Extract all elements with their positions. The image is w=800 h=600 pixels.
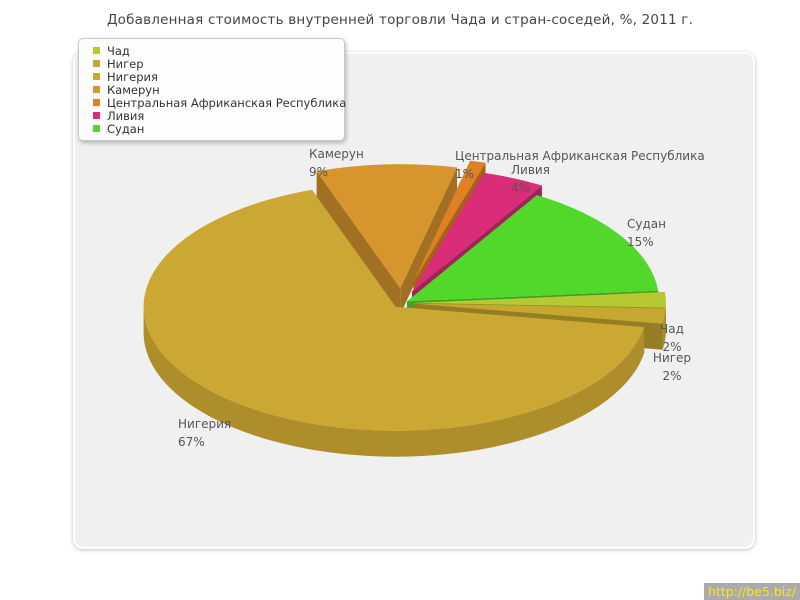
slice-label-percent: 4% (511, 181, 530, 195)
pie-slice-Судан[interactable] (407, 195, 659, 302)
legend-label: Нигерия (107, 69, 158, 84)
pie-slice-Ливия[interactable] (412, 172, 542, 292)
legend-item[interactable]: Чад (93, 43, 344, 58)
legend-item[interactable]: Судан (93, 121, 344, 136)
slice-label-percent: 9% (309, 165, 328, 179)
legend-box: Чад Нигер Нигерия Камерун Центральная Африка… (78, 38, 347, 141)
slice-label-percent: 67% (178, 435, 205, 449)
pie-slice-cut-face (316, 171, 401, 315)
be5-link[interactable]: http://be5.biz/ (703, 583, 800, 600)
slice-label-percent: 2% (662, 369, 681, 383)
slice-label-percent: 1% (455, 167, 474, 181)
legend-label: Ливия (107, 108, 145, 123)
legend-swatch-icon (93, 125, 100, 132)
legend-label: Нигер (107, 56, 144, 71)
legend-swatch-icon (93, 47, 100, 54)
legend-swatch-icon (93, 86, 100, 93)
legend-item[interactable]: Нигерия (93, 69, 344, 84)
pie-slice-Камерун[interactable] (316, 164, 457, 289)
slice-label-name: Ливия (511, 163, 550, 177)
slice-label-name: Центральная Африканская Республика (455, 149, 705, 163)
pie-slice-cut-face (400, 167, 457, 315)
pie-slice-Нигер[interactable] (413, 303, 666, 324)
slice-label-percent: 2% (662, 340, 681, 354)
pie-slice-Центральная Африканская Республика[interactable] (413, 160, 486, 282)
legend-item[interactable]: Нигер (93, 56, 344, 71)
pie-slice-side (143, 306, 645, 457)
slice-label-name: Нигерия (178, 417, 231, 431)
slice-label-name: Чад (660, 322, 684, 336)
slice-label-percent: 15% (627, 235, 654, 249)
legend-item[interactable]: Ливия (93, 108, 344, 123)
pie-slice-Чад[interactable] (414, 292, 666, 308)
legend-swatch-icon (93, 73, 100, 80)
slice-label-name: Нигер (653, 351, 691, 365)
pie-slice-side (662, 308, 666, 350)
legend-swatch-icon (93, 112, 100, 119)
chart-title: Добавленная стоимость внутренней торговл… (106, 12, 694, 28)
legend-label: Камерун (107, 82, 160, 97)
legend-item[interactable]: Центральная Африканская Республика (93, 95, 347, 110)
legend-label: Чад (107, 43, 130, 58)
legend-swatch-icon (93, 60, 100, 67)
legend-label: Центральная Африканская Республика (107, 95, 347, 110)
pie-slice-Нигерия[interactable] (143, 189, 645, 431)
legend-label: Судан (107, 121, 145, 136)
slice-label-name: Судан (627, 217, 666, 231)
legend-swatch-icon (93, 99, 100, 106)
legend-item[interactable]: Камерун (93, 82, 344, 97)
slice-label-name: Камерун (309, 147, 364, 161)
